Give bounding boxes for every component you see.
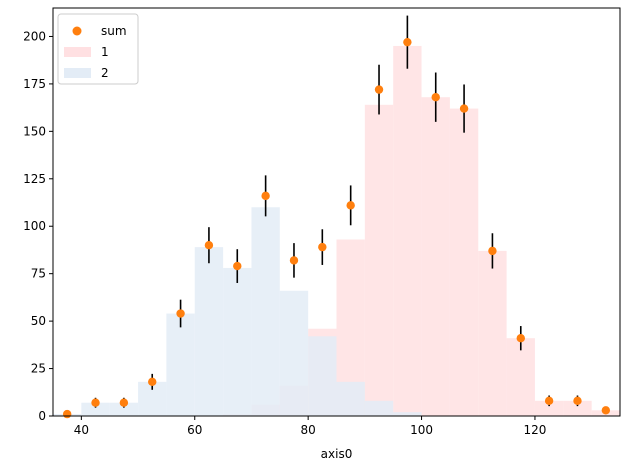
sum-point (346, 201, 355, 210)
y-axis-ticks: 0 25 50 75 100 125 150 175 200 (23, 29, 53, 423)
y-tick-label: 175 (23, 77, 46, 91)
sum-point (289, 256, 299, 265)
sum-point (544, 396, 554, 406)
legend-swatch-2 (64, 68, 91, 78)
series-2-bar (166, 313, 195, 416)
series-1-bar (364, 104, 394, 416)
sum-point (204, 241, 214, 250)
series-2-bar (109, 402, 139, 416)
legend-label-sum: sum (101, 24, 127, 38)
sum-points (62, 37, 611, 419)
plot-frame (52, 7, 621, 417)
x-tick-label: 120 (523, 423, 546, 437)
sum-point (148, 377, 157, 387)
sum-point (573, 396, 582, 406)
series-2-bar (336, 381, 365, 416)
sum-point (459, 104, 469, 113)
sum-point (91, 398, 100, 407)
series-1-bar (421, 97, 450, 416)
y-tick-label: 50 (31, 314, 46, 328)
sum-point (233, 261, 242, 271)
legend-label-1: 1 (101, 45, 109, 59)
series-2-bar (279, 290, 309, 416)
sum-point (176, 309, 185, 318)
series-2-bar (393, 412, 422, 416)
series-1-bar (506, 338, 535, 416)
sum-point (318, 242, 327, 252)
y-tick-label: 25 (31, 362, 46, 376)
y-tick-label: 200 (23, 29, 46, 43)
y-tick-label: 75 (31, 267, 46, 281)
x-tick-label: 40 (74, 423, 89, 437)
legend: sum 1 2 (57, 13, 139, 85)
sum-point (62, 409, 72, 419)
series-1-bar (478, 250, 507, 416)
series-2-bar (364, 400, 394, 416)
y-tick-label: 150 (23, 124, 46, 138)
sum-point (374, 85, 384, 94)
series-2-bar (251, 207, 280, 416)
y-tick-label: 0 (38, 409, 46, 423)
x-axis-label: axis0 (321, 447, 353, 461)
series-2-bar (81, 402, 110, 416)
x-tick-label: 100 (410, 423, 433, 437)
sum-point (403, 37, 412, 47)
y-tick-label: 100 (23, 219, 46, 233)
x-axis-ticks: 40 60 80 100 120 (74, 416, 546, 437)
sum-point (516, 333, 525, 343)
sum-point (119, 398, 129, 407)
sum-point (431, 92, 440, 102)
series-1-bar (563, 400, 592, 416)
sum-point (488, 246, 497, 256)
series-1-bar (534, 400, 564, 416)
series-2-bar (223, 267, 252, 416)
x-tick-label: 60 (187, 423, 202, 437)
series-1-bar (393, 45, 422, 416)
sum-point (601, 406, 611, 415)
series-2-bar (308, 336, 337, 416)
y-tick-label: 125 (23, 172, 46, 186)
legend-swatch-sum (72, 26, 82, 36)
sum-point (261, 191, 270, 201)
series-2-bar (194, 247, 224, 416)
legend-label-2: 2 (101, 66, 109, 80)
x-tick-label: 80 (301, 423, 316, 437)
histogram-bars (53, 45, 620, 416)
series-1-bar (449, 108, 479, 416)
legend-swatch-1 (64, 47, 91, 57)
